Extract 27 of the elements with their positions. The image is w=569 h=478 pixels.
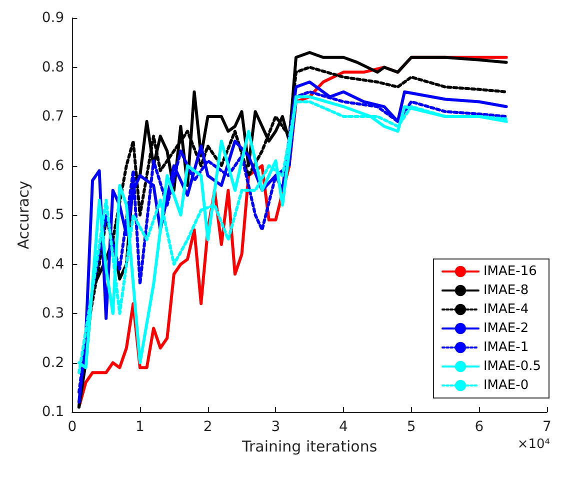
x-tick-label: 5: [406, 419, 416, 435]
y-tick-label: 0.4: [42, 256, 64, 272]
y-tick-label: 0.7: [42, 108, 64, 124]
y-tick-label: 0.6: [42, 158, 64, 174]
x-tick-label: 4: [339, 419, 348, 435]
y-tick-label: 0.3: [42, 306, 64, 322]
x-tick-label: 2: [203, 419, 212, 435]
x-tick-label: 0: [68, 419, 77, 435]
legend-label: IMAE-2: [483, 321, 529, 336]
y-tick-label: 0.9: [42, 10, 64, 26]
y-tick-label: 0.5: [42, 207, 64, 223]
y-axis-title: Accuracy: [14, 180, 32, 250]
legend-label: IMAE-0: [483, 378, 529, 393]
legend-label: IMAE-8: [483, 283, 529, 298]
x-tick-label: 7: [542, 419, 552, 435]
y-tick-label: 0.8: [42, 59, 64, 76]
x-tick-label: 6: [474, 419, 484, 435]
legend-label: IMAE-16: [483, 264, 537, 279]
x-tick-label: 3: [271, 419, 280, 435]
y-tick-label: 0.1: [42, 404, 64, 420]
legend-label: IMAE-4: [483, 302, 529, 317]
legend-label: IMAE-1: [483, 340, 529, 355]
text: ×10⁴: [517, 437, 550, 452]
y-tick-label: 0.2: [42, 354, 64, 371]
x-tick-label: 1: [136, 419, 144, 435]
legend-label: IMAE-0.5: [483, 359, 542, 374]
x-axis-title: Training iterations: [241, 437, 378, 456]
